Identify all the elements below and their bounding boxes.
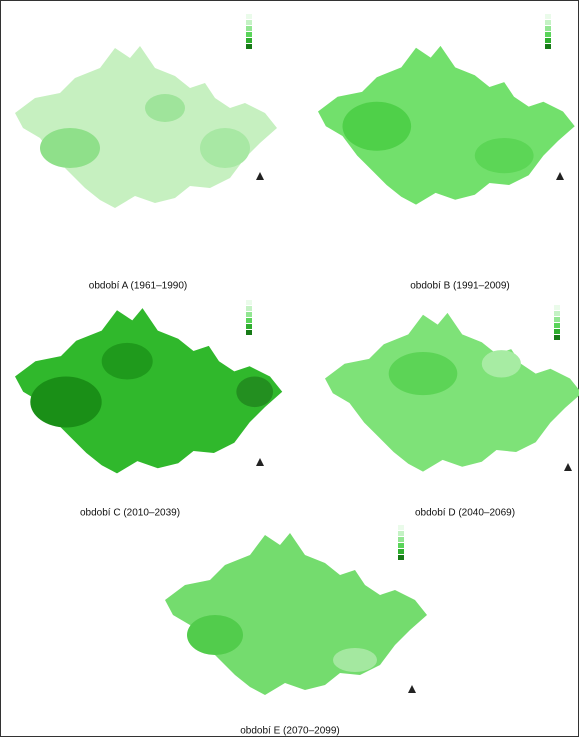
legend xyxy=(554,305,560,340)
north-arrow xyxy=(564,463,572,471)
north-arrow xyxy=(556,172,564,180)
region xyxy=(475,138,534,173)
region xyxy=(236,377,273,408)
legend xyxy=(246,14,252,49)
region xyxy=(343,102,412,151)
legend xyxy=(398,525,404,560)
region xyxy=(333,648,377,672)
region xyxy=(102,343,153,380)
caption: období B (1991–2009) xyxy=(410,281,510,292)
region xyxy=(40,128,100,168)
map-b xyxy=(318,46,575,205)
caption: období C (2010–2039) xyxy=(80,508,180,519)
region xyxy=(200,128,250,168)
region xyxy=(30,377,101,428)
map-e xyxy=(165,533,427,695)
north-arrow xyxy=(256,172,264,180)
country xyxy=(165,533,427,695)
figure: období A (1961–1990) období B (1991–2009… xyxy=(0,0,579,737)
legend xyxy=(545,14,551,49)
legend xyxy=(246,300,252,335)
region xyxy=(389,352,458,395)
caption: období A (1961–1990) xyxy=(89,281,187,292)
north-arrow xyxy=(256,458,264,466)
map-c xyxy=(15,308,282,473)
region xyxy=(187,615,243,655)
country xyxy=(325,313,579,472)
region xyxy=(145,94,185,122)
map-d xyxy=(325,313,579,472)
region xyxy=(482,350,521,377)
north-arrow xyxy=(408,685,416,693)
country xyxy=(15,46,277,208)
caption: období D (2040–2069) xyxy=(415,508,515,519)
caption: období E (2070–2099) xyxy=(240,726,340,737)
map-a xyxy=(15,46,277,208)
